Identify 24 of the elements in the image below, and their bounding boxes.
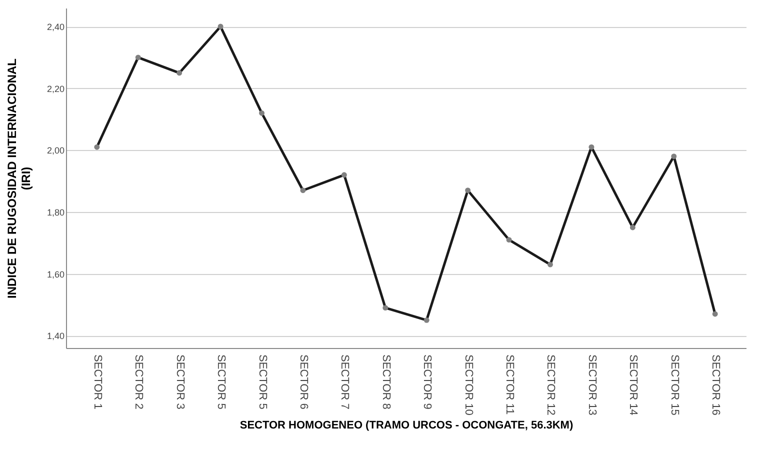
y-tick-label: 1,60: [46, 269, 64, 280]
y-axis-title: INDICE DE RUGOSIDAD INTERNACIONAL (IRI): [4, 58, 33, 299]
y-tick-label: 2,00: [46, 146, 64, 156]
x-tick-label: SECTOR 13: [586, 354, 598, 416]
x-tick-label: SECTOR 2: [132, 354, 145, 410]
x-tick-label: SECTOR 3: [174, 354, 186, 410]
x-tick-label: SECTOR 1: [91, 354, 104, 410]
x-tick-label: SECTOR 12: [544, 354, 557, 416]
x-axis-title: SECTOR HOMOGENEO (TRAMO URCOS - OCONGATE, 56.3KM): [240, 419, 574, 432]
y-tick-label: 2,20: [46, 84, 64, 94]
y-tick-label: 2,40: [46, 22, 64, 32]
x-tick-label: SECTOR 10: [462, 354, 474, 416]
x-tick-label: SECTOR 5: [215, 354, 228, 410]
x-tick-label: SECTOR 7: [338, 354, 351, 410]
y-tick-label: 1,40: [46, 331, 64, 342]
y-tick-label: 1,80: [46, 208, 64, 218]
x-tick-label: SECTOR 5: [256, 354, 268, 410]
x-tick-label: SECTOR 9: [421, 354, 434, 410]
x-tick-label: SECTOR 11: [504, 354, 516, 415]
x-tick-label: SECTOR 16: [710, 354, 722, 416]
x-tick-label: SECTOR 14: [627, 354, 640, 416]
x-tick-label: SECTOR 6: [297, 354, 310, 410]
x-tick-label: SECTOR 8: [380, 354, 392, 410]
x-tick-label: SECTOR 15: [668, 354, 680, 416]
